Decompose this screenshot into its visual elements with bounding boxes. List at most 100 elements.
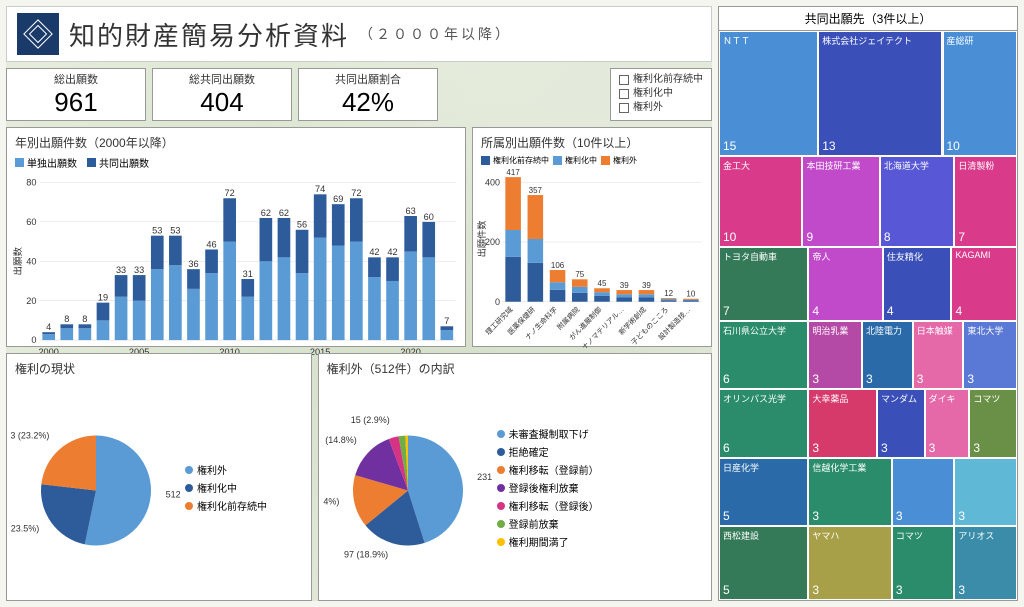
svg-text:0: 0 bbox=[31, 335, 36, 345]
treemap-cell: 明治乳業3 bbox=[808, 321, 862, 389]
kpi-label: 総出願数 bbox=[7, 71, 145, 87]
pie2-panel: 権利外（512件）の内訳 231 (45.1%) 97 (18.9%) 79 (15… bbox=[318, 353, 712, 601]
treemap-cell: 日産化学5 bbox=[719, 458, 808, 526]
svg-text:42: 42 bbox=[369, 247, 379, 257]
treemap-cell: 金工大10 bbox=[719, 156, 802, 247]
kpi-card: 総出願数961 bbox=[6, 68, 146, 121]
pie2-legend: 未審査擬制取下げ拒絶確定権利移転（登録前）登録後権利放棄権利移転（登録後）登録前… bbox=[497, 379, 707, 596]
svg-text:200: 200 bbox=[485, 237, 500, 247]
svg-text:60: 60 bbox=[424, 212, 434, 222]
treemap-cell: 石川県公立大学6 bbox=[719, 321, 808, 389]
treemap-cell: アリオス3 bbox=[954, 526, 1017, 600]
org-logo bbox=[17, 13, 59, 55]
kpi-card: 総共同出願数404 bbox=[152, 68, 292, 121]
treemap-cell: 帝人4 bbox=[808, 247, 883, 321]
svg-text:46: 46 bbox=[206, 239, 216, 249]
treemap-cell: 日本触媒3 bbox=[913, 321, 964, 389]
svg-text:36: 36 bbox=[188, 259, 198, 269]
svg-text:226 (23.5%): 226 (23.5%) bbox=[11, 524, 39, 534]
left-column: 知的財産簡易分析資料 （２０００年以降） 総出願数961総共同出願数404共同出… bbox=[6, 6, 712, 601]
treemap-cell: 産総研10 bbox=[943, 31, 1018, 156]
treemap-cell: コマツ3 bbox=[969, 389, 1017, 457]
kpi-value: 42% bbox=[299, 87, 437, 118]
treemap-cell: 株式会社ジェイテクト13 bbox=[818, 31, 942, 156]
treemap-cell: 日清製粉7 bbox=[954, 156, 1017, 247]
affil-panel: 所属別出願件数（10件以上） 権利化前存続中権利化中権利外 0200400417… bbox=[472, 127, 712, 347]
kpi-value: 961 bbox=[7, 87, 145, 118]
header: 知的財産簡易分析資料 （２０００年以降） bbox=[6, 6, 712, 62]
treemap-cell: ダイキ3 bbox=[925, 389, 970, 457]
svg-text:53: 53 bbox=[170, 225, 180, 235]
treemap-cell: オリンパス光学6 bbox=[719, 389, 808, 457]
treemap-cell: 住友精化4 bbox=[883, 247, 952, 321]
pie-row: 権利の現状 512 (53.3%)226 (23.5%)223 (23.2%) … bbox=[6, 353, 712, 601]
svg-text:56: 56 bbox=[297, 220, 307, 230]
svg-text:7: 7 bbox=[444, 316, 449, 326]
svg-text:62: 62 bbox=[279, 208, 289, 218]
affil-title: 所属別出願件数（10件以上） bbox=[481, 136, 638, 150]
svg-text:15 (2.9%): 15 (2.9%) bbox=[350, 415, 389, 425]
treemap-cell: コマツ3 bbox=[892, 526, 955, 600]
svg-text:512 (53.3%): 512 (53.3%) bbox=[166, 490, 181, 500]
treemap-cell: トヨタ自動車7 bbox=[719, 247, 808, 321]
svg-text:4: 4 bbox=[46, 322, 51, 332]
svg-text:106: 106 bbox=[551, 261, 565, 270]
svg-text:417: 417 bbox=[506, 168, 520, 177]
svg-text:74: 74 bbox=[315, 184, 325, 194]
treemap-cell: 大幸薬品3 bbox=[808, 389, 877, 457]
charts-row: 年別出願件数（2000年以降） 単独出願数共同出願数 0204060804200… bbox=[6, 127, 712, 347]
svg-text:69: 69 bbox=[333, 194, 343, 204]
treemap-cell: KAGAMI4 bbox=[951, 247, 1017, 321]
treemap-cell: ＮＴＴ15 bbox=[719, 31, 818, 156]
pie1-chart: 512 (53.3%) 226 (23.5%) 223 (23.2%) bbox=[11, 379, 181, 596]
svg-text:39: 39 bbox=[620, 281, 629, 290]
kpi-card: 共同出願割合42% bbox=[298, 68, 438, 121]
svg-text:20: 20 bbox=[26, 296, 36, 306]
kpi-label: 総共同出願数 bbox=[153, 71, 291, 87]
svg-text:10: 10 bbox=[686, 290, 695, 299]
treemap-cell: 3 bbox=[892, 458, 955, 526]
pie2-chart: 231 (45.1%) 97 (18.9%) 79 (15.4%) 76 (14.8%… bbox=[323, 379, 493, 596]
treemap-cell: 信越化学工業3 bbox=[808, 458, 891, 526]
page-title: 知的財産簡易分析資料 bbox=[69, 16, 349, 53]
svg-text:12: 12 bbox=[664, 289, 673, 298]
svg-text:19: 19 bbox=[98, 292, 108, 302]
svg-text:231 (45.1%): 231 (45.1%) bbox=[477, 472, 493, 482]
treemap-cell: 3 bbox=[954, 458, 1017, 526]
yearly-legend: 単独出願数共同出願数 bbox=[11, 153, 461, 172]
svg-text:80: 80 bbox=[26, 178, 36, 188]
page-subtitle: （２０００年以降） bbox=[359, 24, 512, 44]
svg-text:72: 72 bbox=[225, 188, 235, 198]
svg-text:0: 0 bbox=[495, 297, 500, 307]
svg-text:8: 8 bbox=[82, 314, 87, 324]
yearly-title: 年別出願件数（2000年以降） bbox=[15, 136, 174, 150]
treemap-cell: ヤマハ3 bbox=[808, 526, 891, 600]
svg-text:223 (23.2%): 223 (23.2%) bbox=[11, 430, 49, 440]
svg-text:63: 63 bbox=[406, 206, 416, 216]
treemap-cell: 西松建設5 bbox=[719, 526, 808, 600]
svg-text:75: 75 bbox=[575, 270, 584, 279]
svg-text:33: 33 bbox=[116, 265, 126, 275]
pie1-title: 権利の現状 bbox=[15, 362, 75, 376]
svg-text:76 (14.8%): 76 (14.8%) bbox=[323, 435, 357, 445]
svg-text:60: 60 bbox=[26, 217, 36, 227]
svg-text:出願件数: 出願件数 bbox=[477, 220, 487, 257]
svg-text:31: 31 bbox=[243, 269, 253, 279]
treemap-cell: 本田技研工業9 bbox=[802, 156, 879, 247]
kpi-value: 404 bbox=[153, 87, 291, 118]
kpi-label: 共同出願割合 bbox=[299, 71, 437, 87]
pie1-legend: 権利外権利化中権利化前存続中 bbox=[185, 379, 307, 596]
svg-text:97 (18.9%): 97 (18.9%) bbox=[344, 550, 388, 560]
svg-text:出願数: 出願数 bbox=[12, 246, 23, 275]
svg-text:62: 62 bbox=[261, 208, 271, 218]
kpi-row: 総出願数961総共同出願数404共同出願割合42% 権利化前存続中権利化中権利外 bbox=[6, 68, 712, 121]
pie2-title: 権利外（512件）の内訳 bbox=[327, 362, 455, 376]
svg-text:45: 45 bbox=[598, 279, 607, 288]
svg-text:400: 400 bbox=[485, 177, 500, 187]
svg-text:79 (15.4%): 79 (15.4%) bbox=[323, 497, 339, 507]
pie1-panel: 権利の現状 512 (53.3%)226 (23.5%)223 (23.2%) … bbox=[6, 353, 312, 601]
dashboard: 知的財産簡易分析資料 （２０００年以降） 総出願数961総共同出願数404共同出… bbox=[0, 0, 1024, 607]
svg-text:39: 39 bbox=[642, 281, 651, 290]
yearly-panel: 年別出願件数（2000年以降） 単独出願数共同出願数 0204060804200… bbox=[6, 127, 466, 347]
svg-text:53: 53 bbox=[152, 225, 162, 235]
